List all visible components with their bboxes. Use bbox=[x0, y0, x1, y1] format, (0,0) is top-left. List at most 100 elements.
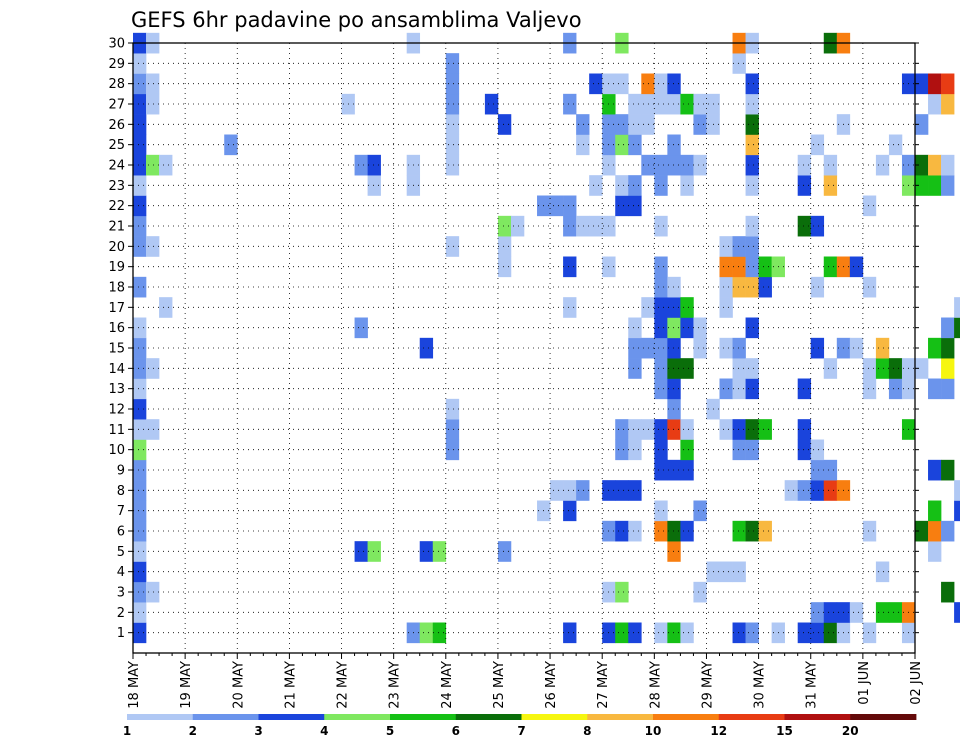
heatmap-cell bbox=[133, 73, 147, 95]
heatmap-cell bbox=[941, 317, 955, 339]
heatmap-cell bbox=[719, 256, 733, 278]
heatmap-cell bbox=[133, 500, 147, 522]
heatmap-cell bbox=[941, 520, 955, 542]
heatmap-cell bbox=[941, 337, 955, 359]
heatmap-cell bbox=[680, 297, 694, 318]
heatmap-cell bbox=[146, 419, 160, 440]
y-tick-label: 4 bbox=[117, 565, 125, 580]
heatmap-cell bbox=[745, 622, 759, 644]
heatmap-cell bbox=[732, 378, 746, 400]
heatmap-cell bbox=[810, 276, 825, 298]
heatmap-cell bbox=[797, 439, 812, 461]
heatmap-cell bbox=[133, 195, 147, 217]
heatmap-cell bbox=[654, 93, 668, 115]
colorbar-swatch bbox=[587, 714, 654, 720]
y-tick-label: 28 bbox=[108, 77, 125, 92]
heatmap-cell bbox=[732, 358, 746, 379]
colorbar-label: 6 bbox=[452, 724, 460, 738]
heatmap-cell bbox=[576, 134, 590, 156]
heatmap-cell bbox=[563, 297, 577, 318]
heatmap-cell bbox=[628, 419, 642, 440]
heatmap-cell bbox=[680, 175, 694, 196]
x-tick-label: 25 MAY bbox=[492, 661, 507, 709]
heatmap-cell bbox=[693, 154, 707, 176]
heatmap-cell bbox=[445, 93, 460, 115]
heatmap-cell bbox=[797, 480, 812, 501]
heatmap-cell bbox=[628, 480, 642, 501]
heatmap-cell bbox=[745, 175, 759, 196]
heatmap-cell bbox=[589, 175, 603, 196]
heatmap-cell bbox=[862, 276, 877, 298]
heatmap-cell bbox=[693, 93, 707, 115]
colorbar-swatch bbox=[850, 714, 917, 720]
heatmap-cell bbox=[823, 358, 838, 379]
heatmap-cell bbox=[667, 317, 681, 339]
heatmap-cell bbox=[680, 439, 694, 461]
heatmap-cell bbox=[928, 154, 942, 176]
x-tick-label: 21 MAY bbox=[283, 661, 298, 709]
x-tick-label: 31 MAY bbox=[805, 661, 820, 709]
heatmap-cell bbox=[667, 541, 681, 562]
heatmap-cell bbox=[667, 154, 681, 176]
heatmap-cell bbox=[133, 114, 147, 135]
colorbar-swatch bbox=[653, 714, 720, 720]
colorbar-label: 12 bbox=[710, 724, 727, 738]
heatmap-cell bbox=[797, 154, 812, 176]
heatmap-cell bbox=[823, 256, 838, 278]
y-tick-label: 11 bbox=[108, 423, 125, 438]
heatmap-cell bbox=[875, 358, 890, 379]
heatmap-cell bbox=[667, 358, 681, 379]
heatmap-cell bbox=[615, 134, 629, 156]
heatmap-cell bbox=[823, 480, 838, 501]
heatmap-cell bbox=[419, 622, 434, 644]
heatmap-cell bbox=[719, 419, 733, 440]
heatmap-cell bbox=[445, 73, 460, 95]
heatmap-cell bbox=[615, 622, 629, 644]
heatmap-cell bbox=[628, 195, 642, 217]
heatmap-cell bbox=[615, 480, 629, 501]
colorbar-label: 5 bbox=[386, 724, 394, 738]
y-tick-label: 13 bbox=[108, 382, 125, 397]
heatmap-cell bbox=[133, 459, 147, 481]
heatmap-cell bbox=[159, 154, 173, 176]
heatmap-cell bbox=[941, 175, 955, 196]
heatmap-cell bbox=[133, 561, 147, 583]
heatmap-cell bbox=[133, 602, 147, 623]
heatmap-cell bbox=[928, 175, 942, 196]
heatmap-cell bbox=[928, 500, 942, 522]
heatmap-cell bbox=[667, 398, 681, 420]
heatmap-cell bbox=[719, 337, 733, 359]
heatmap-cell bbox=[719, 561, 733, 583]
heatmap-cell bbox=[654, 297, 668, 318]
heatmap-cell bbox=[497, 215, 512, 237]
heatmap-cell bbox=[823, 622, 838, 644]
heatmap-cell bbox=[928, 520, 942, 542]
heatmap-cell bbox=[615, 520, 629, 542]
heatmap-cell bbox=[445, 114, 460, 135]
heatmap-cell bbox=[862, 358, 877, 379]
heatmap-cell bbox=[732, 276, 746, 298]
heatmap-cell bbox=[810, 337, 825, 359]
heatmap-cell bbox=[445, 439, 460, 461]
x-tick-label: 26 MAY bbox=[544, 661, 559, 709]
grid-layer bbox=[133, 42, 915, 653]
heatmap-cell bbox=[693, 114, 707, 135]
x-tick-label: 28 MAY bbox=[648, 661, 663, 709]
heatmap-cell bbox=[680, 520, 694, 542]
heatmap-cell bbox=[915, 154, 929, 176]
colorbar-swatch bbox=[718, 714, 785, 720]
heatmap-cell bbox=[758, 276, 772, 298]
heatmap-cell bbox=[654, 622, 668, 644]
heatmap-cell bbox=[810, 439, 825, 461]
y-tick-label: 18 bbox=[108, 281, 125, 296]
heatmap-cell bbox=[133, 53, 147, 74]
heatmap-cell bbox=[224, 134, 238, 156]
heatmap-cell bbox=[628, 114, 642, 135]
heatmap-cell bbox=[745, 378, 759, 400]
heatmap-cell bbox=[810, 480, 825, 501]
heatmap-cell bbox=[732, 520, 746, 542]
colorbar-swatch bbox=[455, 714, 522, 720]
colorbar-label: 10 bbox=[645, 724, 662, 738]
heatmap-cell bbox=[159, 297, 173, 318]
heatmap-cell bbox=[146, 581, 160, 603]
